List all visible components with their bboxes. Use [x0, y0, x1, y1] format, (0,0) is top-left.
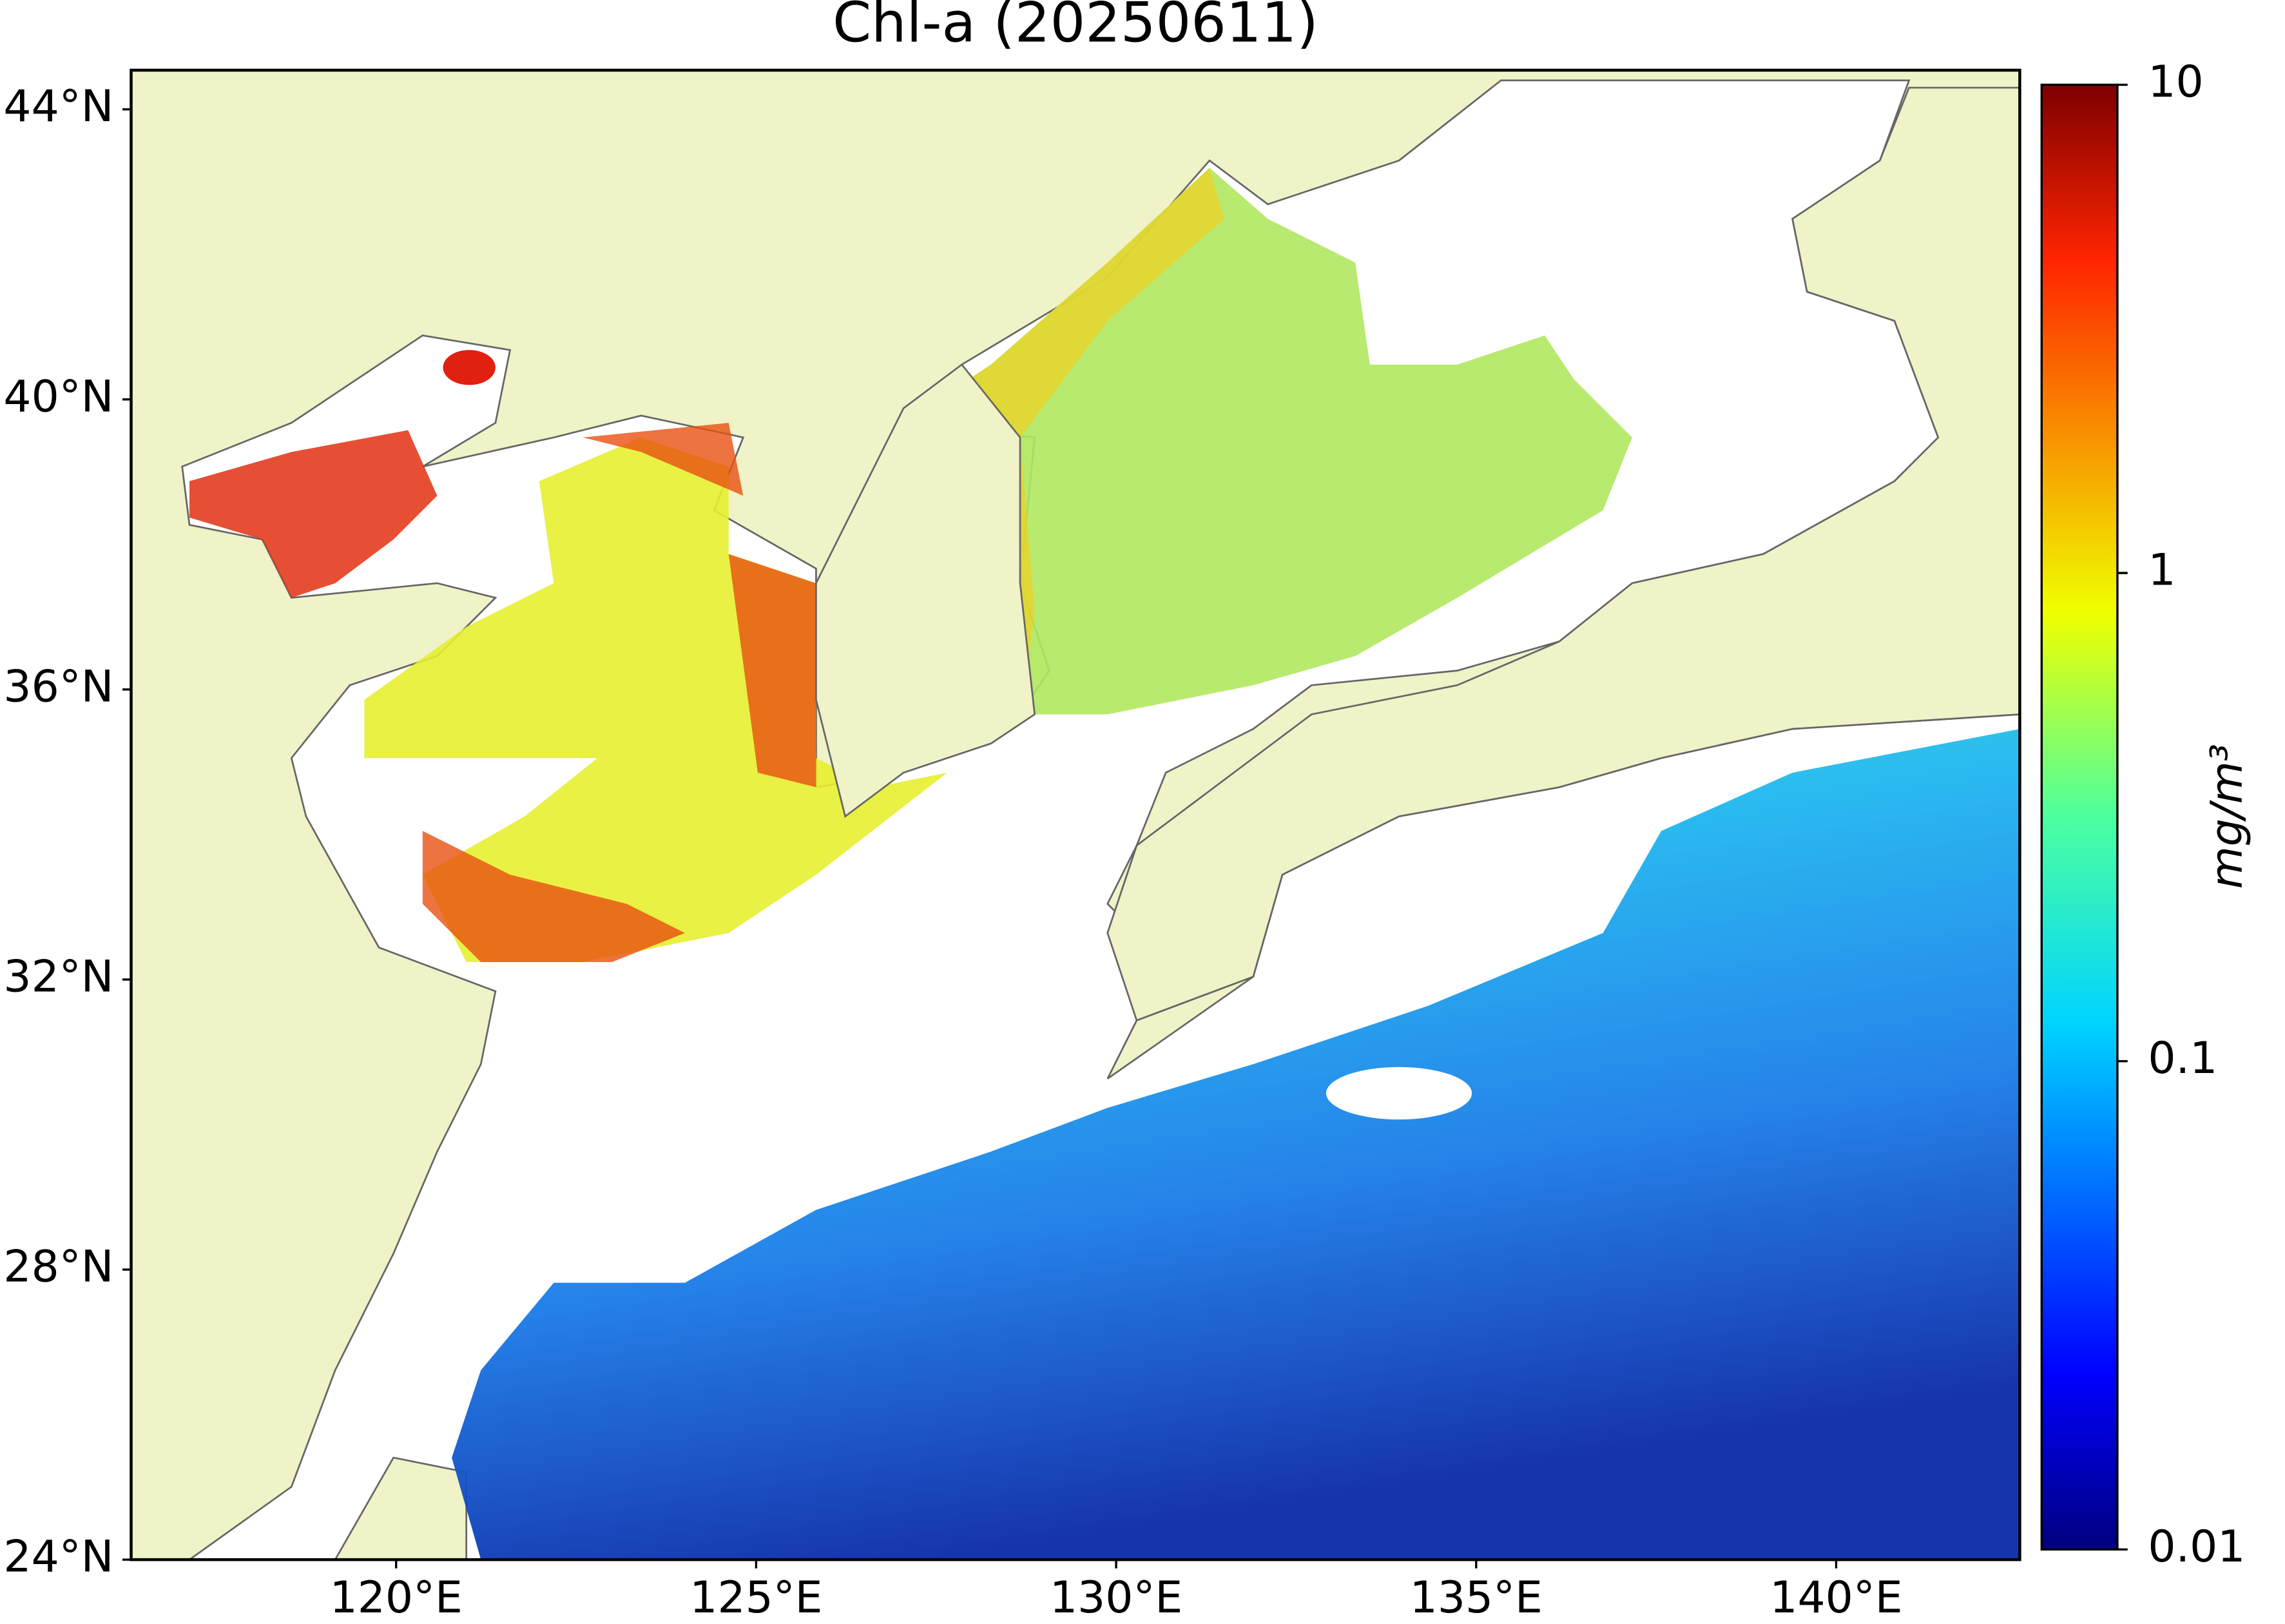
- lon-tick-label: 140°E: [1769, 1572, 1902, 1623]
- lon-tick-label: 130°E: [1050, 1572, 1182, 1623]
- colorbar-tick-label: 0.01: [2148, 1521, 2245, 1572]
- korea: [815, 363, 1036, 818]
- colorbar: [2040, 83, 2119, 1551]
- bohai-chlorophyll: [189, 430, 438, 598]
- colorbar-tick-label: 1: [2148, 545, 2175, 595]
- lat-tick-label: 36°N: [3, 661, 113, 711]
- lat-tick-label: 40°N: [3, 371, 113, 421]
- lat-tick-label: 28°N: [3, 1241, 113, 1292]
- lat-tick-label: 44°N: [3, 81, 113, 131]
- lon-tick-label: 135°E: [1410, 1572, 1543, 1623]
- colorbar-tick-label: 10: [2148, 56, 2203, 107]
- coastal-chlorophyll: [422, 423, 816, 962]
- lat-tick-label: 24°N: [3, 1531, 113, 1582]
- map-title: Chl-a (20250611): [833, 0, 1318, 55]
- cloud-gap: [1326, 1067, 1472, 1120]
- lon-tick-label: 125°E: [689, 1572, 822, 1623]
- japan: [1106, 86, 2020, 1022]
- colorbar-tick-label: 0.1: [2148, 1032, 2217, 1083]
- colorbar-label: mg/m³: [2201, 744, 2252, 889]
- bay-chlorophyll: [443, 350, 496, 385]
- lon-tick-label: 120°E: [330, 1572, 463, 1623]
- yellow-sea-chlorophyll: [364, 437, 947, 962]
- map-area: [131, 70, 2020, 1560]
- lat-tick-label: 32°N: [3, 951, 113, 1001]
- map-frame: [130, 68, 2021, 1561]
- pacific-chlorophyll: [452, 729, 2020, 1560]
